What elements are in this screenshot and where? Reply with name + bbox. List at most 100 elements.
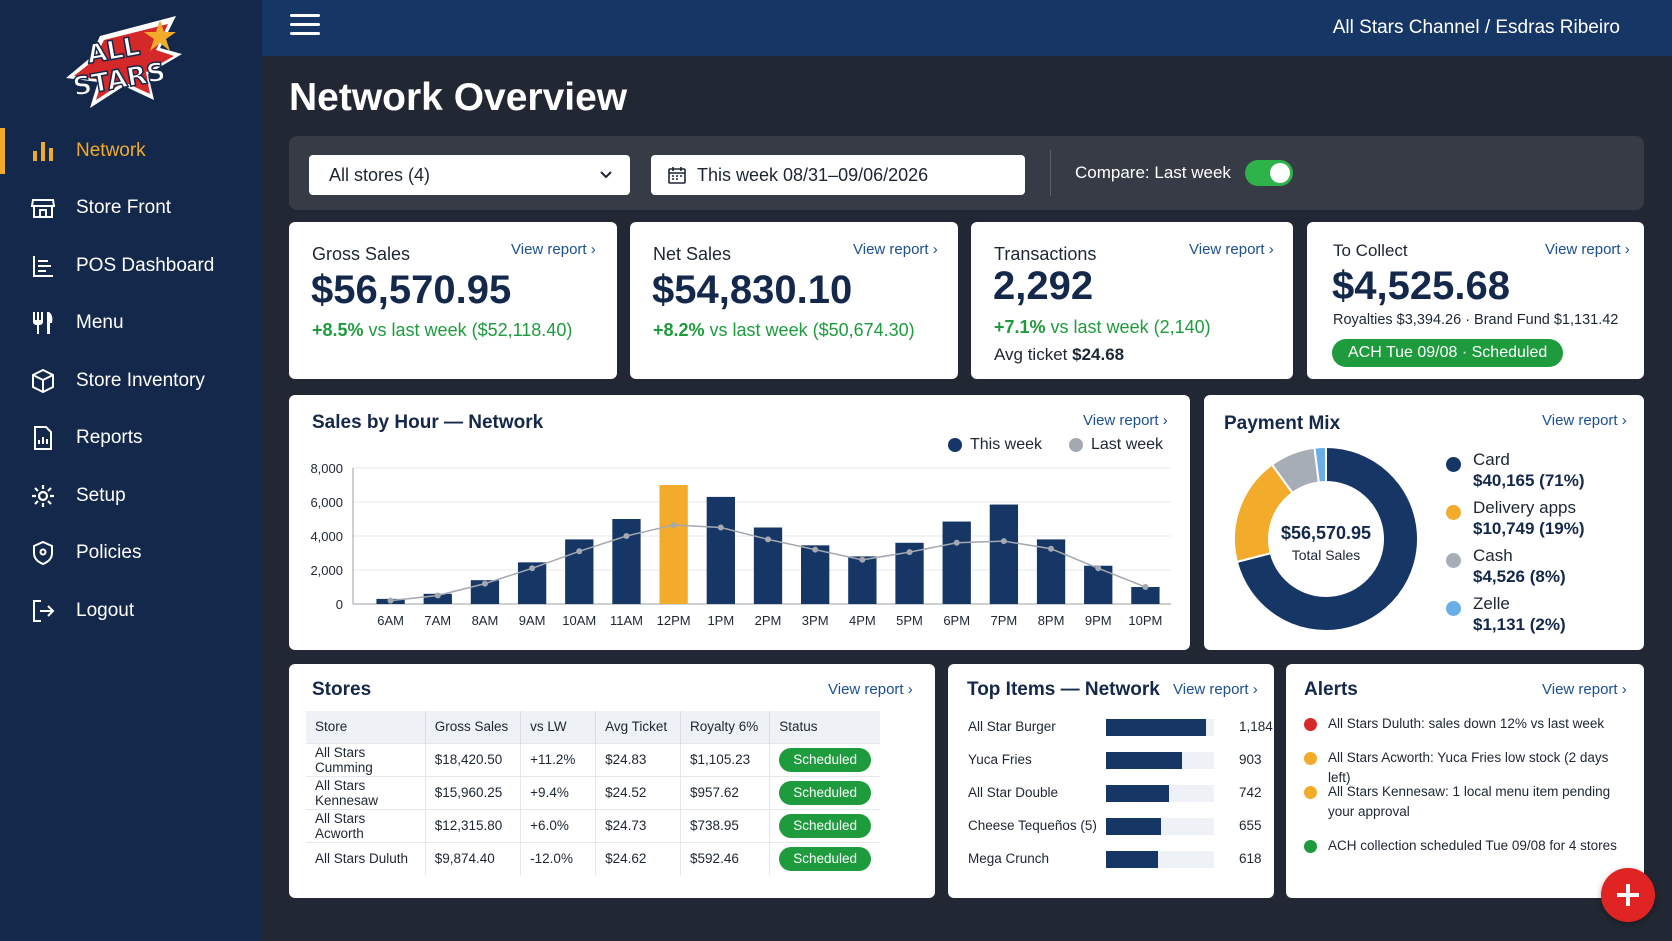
- col-royalty[interactable]: Royalty 6%: [680, 711, 771, 743]
- card-title: Stores: [312, 679, 372, 700]
- col-vs-lw[interactable]: vs LW: [520, 711, 597, 743]
- x-tick-label: 8PM: [1038, 613, 1065, 628]
- kpi-label: Net Sales: [653, 244, 732, 264]
- col-avg-ticket[interactable]: Avg Ticket: [595, 711, 682, 743]
- cell-status: Scheduled: [769, 742, 880, 776]
- top-item-bar: [1106, 851, 1159, 868]
- last-week-point: [1048, 545, 1055, 552]
- cell-avg: $24.83: [595, 742, 682, 776]
- sidebar-item-network[interactable]: Network: [0, 122, 262, 180]
- table-header-row: Store Gross Sales vs LW Avg Ticket Royal…: [306, 711, 880, 743]
- view-report-link[interactable]: View report ›: [1173, 681, 1258, 698]
- view-report-link[interactable]: View report ›: [853, 241, 938, 258]
- sidebar-item-store-inventory[interactable]: Store Inventory: [0, 352, 262, 410]
- x-tick-label: 6PM: [943, 613, 970, 628]
- storefront-icon: [30, 195, 56, 221]
- cell-status: Scheduled: [769, 841, 880, 875]
- view-report-link[interactable]: View report ›: [1189, 241, 1274, 258]
- date-range-value: This week 08/31–09/06/2026: [697, 165, 929, 185]
- view-report-link[interactable]: View report ›: [828, 681, 913, 698]
- col-status[interactable]: Status: [769, 711, 880, 743]
- cell-vs-lw: +6.0%: [520, 808, 597, 842]
- legend-dot: [948, 438, 962, 452]
- sidebar-item-store-front[interactable]: Store Front: [0, 180, 262, 238]
- top-item-count: 742: [1239, 785, 1262, 800]
- top-item-bar-track: [1106, 818, 1214, 835]
- sidebar-item-label: Setup: [76, 484, 126, 506]
- cell-gross: $18,420.50: [425, 742, 522, 776]
- alert-item[interactable]: All Stars Kennesaw: 1 local menu item pe…: [1304, 782, 1629, 822]
- bar-7am: [423, 593, 452, 604]
- cell-avg: $24.73: [595, 808, 682, 842]
- add-fab-button[interactable]: [1601, 868, 1655, 922]
- cell-vs-lw: +9.4%: [520, 775, 597, 809]
- view-report-link[interactable]: View report ›: [1545, 241, 1630, 258]
- sidebar-item-policies[interactable]: Policies: [0, 525, 262, 583]
- last-week-point: [670, 521, 677, 528]
- compare-toggle[interactable]: [1245, 160, 1293, 186]
- view-report-link[interactable]: View report ›: [1542, 681, 1627, 698]
- sidebar-item-reports[interactable]: Reports: [0, 410, 262, 468]
- top-item-bar: [1106, 719, 1206, 736]
- last-week-point: [387, 597, 394, 604]
- view-report-link[interactable]: View report ›: [511, 241, 596, 258]
- x-tick-label: 9AM: [519, 613, 546, 628]
- top-item-bar: [1106, 785, 1169, 802]
- table-row[interactable]: All Stars Kennesaw $15,960.25 +9.4% $24.…: [306, 775, 880, 809]
- delta-text: vs last week ($52,118.40): [363, 320, 573, 340]
- alert-item[interactable]: All Stars Acworth: Yuca Fries low stock …: [1304, 748, 1629, 788]
- status-badge[interactable]: Scheduled: [779, 846, 871, 871]
- top-item-row[interactable]: Mega Crunch 618: [968, 848, 1262, 870]
- table-row[interactable]: All Stars Cumming $18,420.50 +11.2% $24.…: [306, 742, 880, 776]
- view-report-link[interactable]: View report ›: [1542, 412, 1627, 429]
- sidebar-item-label: Policies: [76, 542, 142, 564]
- stores-card: Stores View report › Store Gross Sales v…: [289, 664, 935, 898]
- sidebar-item-menu[interactable]: Menu: [0, 295, 262, 353]
- sidebar-item-setup[interactable]: Setup: [0, 467, 262, 525]
- x-tick-label: 4PM: [849, 613, 876, 628]
- x-tick-label: 8AM: [472, 613, 499, 628]
- sidebar-item-pos-dashboard[interactable]: POS Dashboard: [0, 237, 262, 295]
- legend-dot: [1446, 553, 1461, 568]
- legend-value: $1,131 (2%): [1473, 615, 1566, 634]
- y-tick-label: 0: [336, 597, 343, 612]
- col-store[interactable]: Store: [306, 711, 426, 743]
- hamburger-menu-icon[interactable]: [290, 14, 320, 40]
- legend-item: Delivery apps $10,749 (19%): [1446, 497, 1585, 539]
- col-gross-sales[interactable]: Gross Sales: [425, 711, 522, 743]
- status-badge[interactable]: Scheduled: [779, 813, 871, 838]
- alert-item[interactable]: ACH collection scheduled Tue 09/08 for 4…: [1304, 836, 1629, 856]
- alert-item[interactable]: All Stars Duluth: sales down 12% vs last…: [1304, 714, 1629, 734]
- top-items-card: Top Items — Network View report › All St…: [948, 664, 1274, 898]
- last-week-point: [859, 556, 866, 563]
- status-badge[interactable]: Scheduled: [779, 747, 871, 772]
- top-item-row[interactable]: All Star Double 742: [968, 782, 1262, 804]
- sidebar-nav: Network Store Front POS Dashboard Menu S…: [0, 122, 262, 640]
- chevron-down-icon: [600, 171, 612, 179]
- last-week-point: [765, 536, 771, 543]
- top-item-row[interactable]: Cheese Tequeños (5) 655: [968, 815, 1262, 837]
- stores-table: Store Gross Sales vs LW Avg Ticket Royal…: [306, 711, 880, 875]
- chart-title: Payment Mix: [1224, 413, 1341, 434]
- delta-percent: +7.1%: [994, 317, 1046, 337]
- legend-label: Delivery apps: [1473, 498, 1576, 517]
- table-row[interactable]: All Stars Acworth $12,315.80 +6.0% $24.7…: [306, 808, 880, 842]
- cell-store: All Stars Duluth: [306, 841, 426, 875]
- page-title: Network Overview: [289, 76, 628, 119]
- view-report-link[interactable]: View report ›: [1083, 412, 1168, 429]
- status-badge[interactable]: Scheduled: [779, 780, 871, 805]
- table-row[interactable]: All Stars Duluth $9,874.40 -12.0% $24.62…: [306, 841, 880, 875]
- account-breadcrumb[interactable]: All Stars Channel / Esdras Ribeiro: [1332, 17, 1620, 38]
- date-range-picker[interactable]: This week 08/31–09/06/2026: [651, 155, 1025, 195]
- store-select[interactable]: All stores (4): [309, 155, 630, 195]
- top-item-row[interactable]: All Star Burger 1,184: [968, 716, 1273, 738]
- ach-status-badge: ACH Tue 09/08 · Scheduled: [1332, 339, 1564, 367]
- top-item-row[interactable]: Yuca Fries 903: [968, 749, 1262, 771]
- alert-dot: [1304, 786, 1317, 799]
- sidebar-item-logout[interactable]: Logout: [0, 582, 262, 640]
- all-stars-logo[interactable]: ALL STARS: [60, 8, 190, 114]
- x-tick-label: 10PM: [1128, 613, 1162, 628]
- sidebar-item-label: POS Dashboard: [76, 254, 215, 276]
- card-title: Alerts: [1304, 679, 1358, 700]
- kpi-value: $56,570.95: [311, 268, 512, 312]
